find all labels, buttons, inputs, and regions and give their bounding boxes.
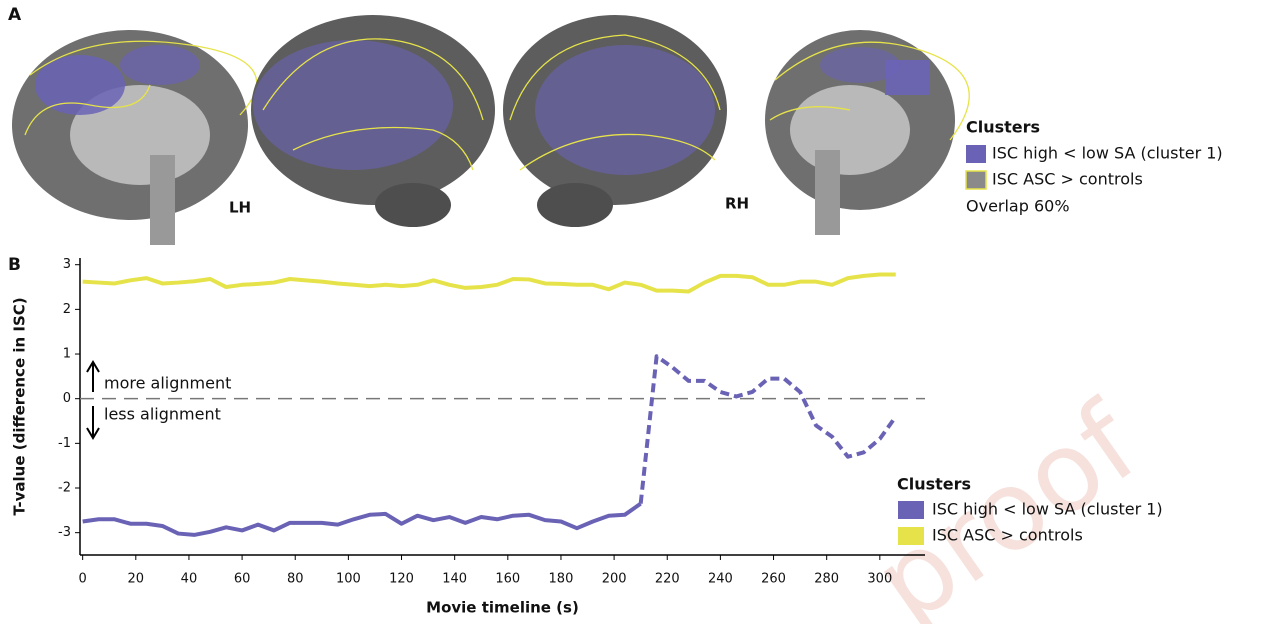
legend-label: ISC ASC > controls [932,526,1083,545]
note: Overlap 60% [966,197,1070,216]
series-line [83,275,896,292]
x-tick-label: 260 [761,572,786,587]
x-tick-label: 240 [708,572,733,587]
x-tick-label: 40 [181,572,198,587]
x-tick-label: 280 [814,572,839,587]
arrow [87,406,99,438]
legend-label: ISC high < low SA (cluster 1) [932,500,1163,519]
legend-label: ISC high < low SA (cluster 1) [992,144,1223,163]
legend-swatch [966,171,986,189]
x-tick-label: 100 [336,572,361,587]
legend-swatch [898,527,924,545]
y-tick-label: -1 [58,436,71,451]
legend-swatch [966,145,986,163]
annotation: less alignment [104,405,221,424]
hemisphere-label: RH [725,195,749,213]
panel-label: A [8,5,22,25]
x-tick-label: 20 [128,572,145,587]
x-tick-label: 140 [442,572,467,587]
legend-title: Clusters [897,475,971,494]
legend-label: ISC ASC > controls [992,170,1143,189]
panel-label: B [8,255,21,275]
y-tick-label: 3 [63,257,71,272]
arrow [87,362,99,392]
legend: Clusters Overlap 60% [966,118,1070,216]
brain-images [12,15,969,245]
x-axis-label: Movie timeline (s) [426,599,579,617]
hemisphere-label: LH [229,199,251,217]
x-tick-label: 180 [549,572,574,587]
series-line [641,356,896,503]
y-tick-label: -2 [58,481,71,496]
y-tick-label: 0 [63,391,71,406]
x-tick-label: 200 [602,572,627,587]
y-tick-label: 1 [63,347,71,362]
legend-swatch [898,501,924,519]
figure: A LH RH Clusters Overlap 60% proof ISC h… [0,0,1273,624]
x-tick-label: 120 [389,572,414,587]
y-tick-label: 2 [63,302,71,317]
annotation: more alignment [104,374,231,393]
legend-title: Clusters [966,118,1040,137]
x-tick-label: 60 [234,572,251,587]
y-axis-label: T-value (difference in ISC) [11,297,29,515]
x-tick-label: 80 [287,572,304,587]
x-tick-label: 300 [867,572,892,587]
y-tick-label: -3 [58,525,71,540]
series-line [83,504,641,535]
x-tick-label: 220 [655,572,680,587]
x-tick-label: 0 [79,572,87,587]
x-tick-label: 160 [495,572,520,587]
